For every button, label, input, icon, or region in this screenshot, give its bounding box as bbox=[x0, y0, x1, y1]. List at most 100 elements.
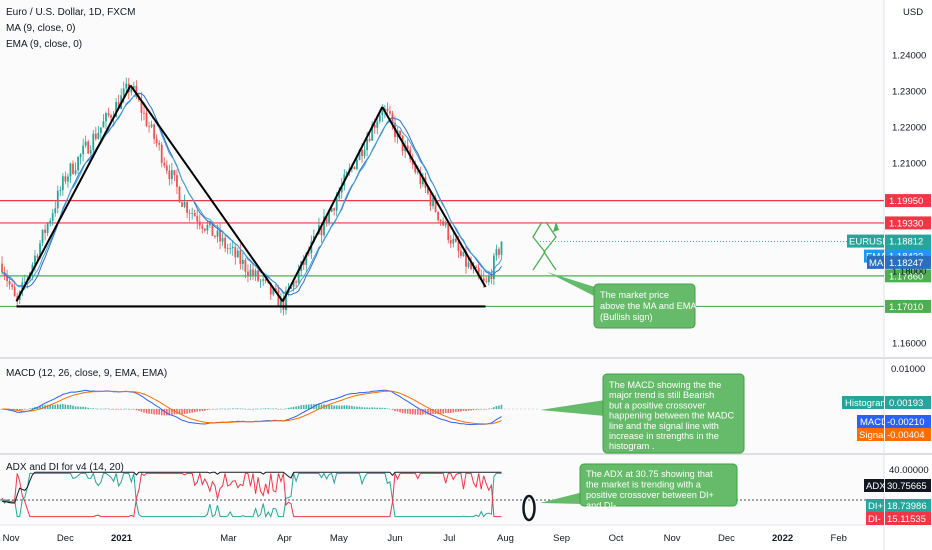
time-tick-11: Nov bbox=[664, 533, 681, 544]
macd-histogram-bar bbox=[282, 409, 285, 410]
signal-tag-value: -0.00404 bbox=[887, 430, 925, 441]
candle-body bbox=[209, 221, 211, 225]
adx-note-callout[interactable]: The ADX at 30.75 showing that the market … bbox=[540, 463, 738, 511]
macd-histogram-bar bbox=[188, 409, 191, 414]
macd-histogram-bar bbox=[74, 406, 77, 409]
candle-body bbox=[1, 263, 3, 273]
adx-tag-value-bg bbox=[885, 479, 931, 492]
macd-histogram-bar bbox=[500, 404, 503, 409]
macd-histogram-bar bbox=[307, 404, 310, 409]
macd-histogram-bar bbox=[292, 406, 295, 409]
note-line: The ADX at 30.75 showing that bbox=[586, 469, 713, 479]
candle-body bbox=[67, 176, 69, 182]
macd-histogram-bar bbox=[381, 407, 384, 409]
candle-body bbox=[366, 138, 369, 151]
adx-axis-tick: 40.00000 bbox=[889, 465, 929, 476]
macd-histogram-bar bbox=[318, 403, 320, 409]
candle-body bbox=[292, 281, 295, 287]
macd-histogram-bar bbox=[29, 408, 31, 409]
candle-body bbox=[165, 165, 168, 171]
macd-note-callout[interactable]: The MACD showing the the major trend is s… bbox=[540, 373, 745, 454]
macd-histogram-bar bbox=[41, 405, 44, 409]
macd-histogram-bar bbox=[455, 409, 457, 412]
macd-tag-value: -0.00210 bbox=[887, 417, 925, 428]
candle-body bbox=[203, 228, 206, 231]
macd-histogram-bar bbox=[493, 407, 495, 409]
candle-body bbox=[107, 113, 110, 116]
macd-histogram-bar bbox=[333, 405, 335, 409]
candle-body bbox=[437, 211, 440, 220]
macd-histogram-bar bbox=[64, 404, 67, 409]
candle-body bbox=[457, 241, 460, 251]
macd-histogram-bar bbox=[105, 408, 107, 410]
time-tick-3: Mar bbox=[220, 533, 236, 544]
macd-histogram-bar bbox=[472, 409, 475, 411]
candle-body bbox=[61, 176, 64, 191]
level-tag-bg-2 bbox=[885, 269, 931, 283]
macd-histogram-bar bbox=[262, 408, 264, 410]
macd-histogram-bar bbox=[160, 409, 163, 416]
candle-body bbox=[285, 290, 287, 310]
macd-histogram-bar bbox=[358, 406, 361, 409]
candle-body bbox=[13, 287, 16, 297]
candle-body bbox=[254, 270, 257, 276]
price-note-callout[interactable]: The market price above the MA and EMA (Bul… bbox=[547, 272, 697, 329]
adx-legend: ADX and DI for v4 (14, 20) bbox=[6, 462, 124, 473]
di-plus-tag-label-bg bbox=[866, 499, 884, 512]
candle-body bbox=[335, 198, 338, 211]
candle-body bbox=[439, 219, 442, 222]
candle-body bbox=[252, 269, 254, 276]
note-line: but a positive crossover bbox=[609, 400, 706, 410]
macd-histogram-bar bbox=[417, 409, 419, 415]
macd-histogram-bar bbox=[391, 409, 394, 410]
macd-histogram-bar bbox=[498, 405, 500, 409]
macd-histogram-bar bbox=[216, 408, 219, 410]
candle-body bbox=[178, 186, 181, 203]
macd-histogram-bar bbox=[143, 409, 145, 413]
macd-histogram-bar bbox=[211, 409, 214, 410]
macd-histogram-bar bbox=[389, 408, 391, 410]
candle-body bbox=[363, 150, 366, 156]
macd-histogram-bar bbox=[444, 409, 447, 413]
macd-histogram-bar bbox=[166, 409, 168, 416]
macd-histogram-bar bbox=[49, 404, 51, 409]
macd-histogram-bar bbox=[269, 408, 272, 410]
macd-histogram-bar bbox=[290, 407, 292, 409]
candle-body bbox=[257, 270, 259, 281]
time-axis[interactable]: Nov Dec 2021 Mar Apr May Jun Jul Aug Sep Oct Nov Dec… bbox=[3, 533, 847, 544]
macd-histogram-bar bbox=[107, 408, 110, 410]
macd-axis: 0.01000 Histogram 0.00193 MACD -0.00210 … bbox=[842, 364, 931, 441]
macd-histogram-bar bbox=[206, 409, 209, 411]
candle-body bbox=[264, 279, 267, 281]
candle-body bbox=[153, 124, 156, 139]
macd-histogram-bar bbox=[181, 409, 183, 415]
macd-histogram-bar bbox=[183, 409, 186, 414]
macd-histogram-bar bbox=[366, 407, 368, 409]
macd-histogram-bar bbox=[449, 409, 452, 413]
ema-line bbox=[1, 95, 502, 295]
macd-histogram-bar bbox=[376, 407, 379, 409]
macd-histogram-bar bbox=[39, 406, 41, 409]
macd-histogram-bar bbox=[138, 409, 140, 411]
macd-histogram-bar bbox=[21, 409, 24, 410]
candle-body bbox=[196, 216, 199, 222]
note-line: line and the signal line with bbox=[609, 421, 719, 431]
macd-tag-label-bg bbox=[857, 415, 884, 428]
di-minus-tag-label: DI- bbox=[868, 514, 881, 525]
macd-histogram-bar bbox=[191, 409, 193, 413]
macd-histogram-bar bbox=[158, 409, 161, 415]
macd-histogram-bar bbox=[411, 409, 414, 415]
adx-note-text: The ADX at 30.75 showing that the market … bbox=[586, 469, 714, 511]
x-mark-left bbox=[532, 221, 546, 271]
candle-body bbox=[181, 202, 183, 207]
green-x-marks bbox=[532, 221, 559, 271]
macd-histogram-bar bbox=[295, 406, 297, 409]
pattern-leg-1 bbox=[129, 84, 284, 302]
macd-histogram-bar bbox=[462, 409, 465, 412]
pattern-leg-2 bbox=[281, 106, 384, 302]
note-line: The market price bbox=[600, 290, 669, 300]
price-note-text: The market price above the MA and EMA (Bul… bbox=[600, 290, 697, 322]
macd-histogram-bar bbox=[242, 408, 244, 410]
macd-histogram-bar bbox=[340, 405, 343, 409]
